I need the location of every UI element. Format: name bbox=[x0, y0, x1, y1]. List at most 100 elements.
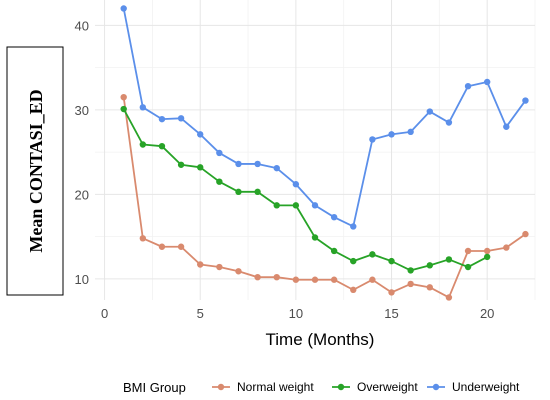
data-point bbox=[445, 256, 453, 263]
data-point bbox=[273, 202, 280, 209]
data-point bbox=[388, 289, 395, 296]
data-point bbox=[407, 280, 414, 288]
y-tick-label: 40 bbox=[75, 18, 89, 33]
data-point bbox=[483, 253, 491, 261]
legend-item: Overweight bbox=[332, 380, 418, 394]
data-point bbox=[503, 244, 510, 251]
data-point bbox=[426, 284, 433, 291]
data-point bbox=[292, 181, 300, 188]
data-point bbox=[445, 119, 453, 126]
data-point bbox=[350, 257, 357, 265]
data-point bbox=[216, 178, 223, 185]
data-point bbox=[216, 263, 223, 271]
legend-marker bbox=[337, 383, 345, 391]
y-tick-label: 30 bbox=[75, 103, 89, 118]
data-point bbox=[464, 247, 472, 255]
x-tick-label: 5 bbox=[197, 306, 204, 321]
legend-item: Underweight bbox=[427, 380, 520, 394]
data-point bbox=[197, 164, 204, 171]
data-point bbox=[235, 268, 242, 275]
legend-label: Underweight bbox=[452, 380, 520, 394]
data-point bbox=[483, 78, 491, 86]
x-axis-title: Time (Months) bbox=[266, 330, 375, 349]
data-point bbox=[158, 243, 166, 250]
data-point bbox=[369, 276, 376, 283]
data-point bbox=[177, 243, 185, 250]
data-point bbox=[407, 128, 414, 136]
data-point bbox=[254, 160, 261, 168]
data-point bbox=[158, 142, 166, 150]
data-point bbox=[120, 5, 127, 12]
data-point bbox=[254, 188, 261, 196]
x-tick-label: 0 bbox=[101, 306, 108, 321]
data-point bbox=[464, 82, 472, 90]
data-point bbox=[426, 108, 433, 115]
data-point bbox=[235, 160, 242, 168]
data-point bbox=[503, 123, 510, 130]
y-tick-label: 10 bbox=[75, 272, 89, 287]
legend-marker bbox=[432, 383, 440, 391]
y-axis-title-frame bbox=[6, 46, 64, 296]
y-axis-ticks: 10 20 30 40 bbox=[75, 18, 89, 287]
x-tick-label: 15 bbox=[384, 306, 398, 321]
data-point bbox=[273, 273, 280, 281]
series-overweight bbox=[120, 105, 491, 274]
legend: BMI Group Normal weight Overweight Underwe… bbox=[123, 380, 520, 395]
x-axis-ticks: 0 5 10 15 20 bbox=[101, 306, 494, 321]
data-point bbox=[139, 104, 147, 111]
data-point bbox=[350, 223, 357, 230]
series-line bbox=[122, 97, 526, 299]
data-point bbox=[522, 97, 529, 104]
data-point bbox=[445, 294, 453, 301]
data-point bbox=[522, 230, 529, 238]
data-point bbox=[483, 247, 491, 255]
plot-panel bbox=[95, 0, 536, 301]
x-tick-label: 10 bbox=[289, 306, 303, 321]
data-point bbox=[273, 164, 280, 172]
data-point bbox=[292, 276, 300, 283]
data-point bbox=[330, 213, 338, 221]
data-point bbox=[311, 202, 319, 209]
legend-label: Overweight bbox=[357, 380, 418, 394]
series-lines bbox=[120, 5, 529, 301]
y-tick-label: 20 bbox=[75, 187, 89, 202]
data-point bbox=[177, 161, 185, 168]
data-point bbox=[350, 286, 357, 294]
data-point bbox=[388, 131, 395, 138]
data-point bbox=[330, 276, 338, 283]
data-point bbox=[464, 263, 472, 271]
data-point bbox=[292, 202, 300, 209]
series-underweight bbox=[120, 5, 529, 230]
data-point bbox=[158, 115, 166, 123]
data-point bbox=[388, 257, 395, 265]
data-point bbox=[177, 115, 185, 122]
data-point bbox=[139, 235, 147, 242]
data-point bbox=[197, 261, 204, 268]
y-axis-title: Mean CONTASI_ED bbox=[26, 89, 46, 252]
legend-label: Normal weight bbox=[237, 380, 314, 394]
data-point bbox=[235, 188, 242, 196]
data-point bbox=[216, 149, 223, 157]
data-point bbox=[311, 276, 319, 283]
data-point bbox=[369, 251, 376, 258]
data-point bbox=[311, 234, 319, 241]
legend-item: Normal weight bbox=[212, 380, 314, 394]
series-line bbox=[122, 108, 488, 272]
legend-title: BMI Group bbox=[123, 380, 186, 395]
data-point bbox=[139, 141, 147, 148]
legend-marker bbox=[217, 383, 225, 391]
data-point bbox=[197, 131, 204, 138]
data-point bbox=[120, 93, 127, 101]
y-axis-title-box: Mean CONTASI_ED bbox=[6, 46, 64, 296]
data-point bbox=[407, 267, 414, 274]
data-point bbox=[254, 273, 261, 281]
plot-background bbox=[95, 0, 535, 300]
series-line bbox=[122, 8, 527, 228]
data-point bbox=[330, 247, 338, 255]
data-point bbox=[369, 136, 376, 143]
data-point bbox=[426, 262, 433, 269]
series-normal-weight bbox=[120, 93, 529, 301]
x-tick-label: 20 bbox=[480, 306, 494, 321]
data-point bbox=[120, 105, 127, 113]
